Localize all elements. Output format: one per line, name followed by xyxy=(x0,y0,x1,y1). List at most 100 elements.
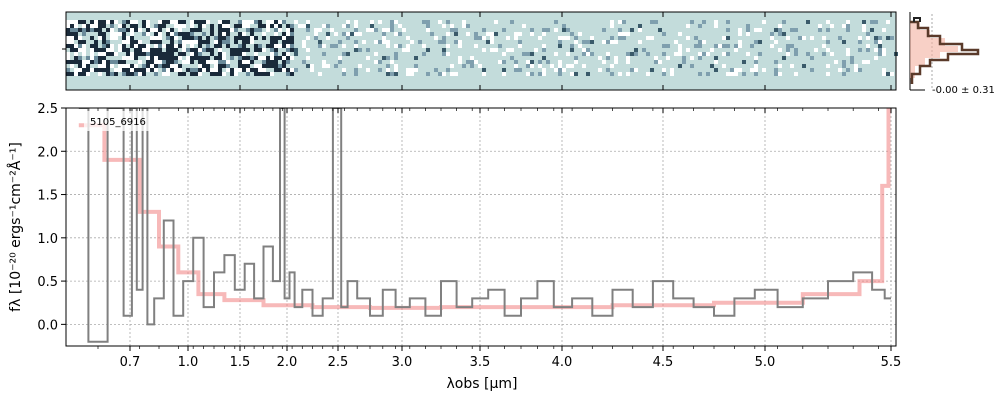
spectrum-2d-cell xyxy=(270,44,274,48)
spectrum-2d-cell xyxy=(222,20,226,24)
spectrum-2d-cell xyxy=(122,36,126,40)
spectrum-2d-cell xyxy=(162,56,166,60)
spectrum-2d-cell xyxy=(574,36,578,40)
spectrum-2d-cell xyxy=(878,52,882,56)
spectrum-2d-cell xyxy=(70,40,74,44)
spectrum-2d-cell xyxy=(706,72,710,76)
spectrum-2d-cell xyxy=(686,48,690,52)
spectrum-2d-cell xyxy=(190,56,194,60)
spectrum-2d-cell xyxy=(174,68,178,72)
spectrum-2d-cell xyxy=(490,32,494,36)
spectrum-2d-cell xyxy=(862,24,866,28)
spectrum-2d-cell xyxy=(394,52,398,56)
spectrum-2d-cell xyxy=(502,68,506,72)
spectrum-2d-cell xyxy=(298,24,302,28)
spectrum-2d-cell xyxy=(134,72,138,76)
spectrum-2d-cell xyxy=(266,64,270,68)
spectrum-2d-cell xyxy=(310,68,314,72)
spectrum-2d-cell xyxy=(878,44,882,48)
spectrum-2d-cell xyxy=(446,44,450,48)
spectrum-2d-cell xyxy=(622,32,626,36)
spectrum-2d-cell xyxy=(714,44,718,48)
spectrum-2d-cell xyxy=(238,64,242,68)
spectrum-2d-cell xyxy=(154,72,158,76)
spectrum-2d-cell xyxy=(470,64,474,68)
spectrum-2d-cell xyxy=(178,24,182,28)
spectrum-2d-cell xyxy=(86,56,90,60)
spectrum-2d-cell xyxy=(138,68,142,72)
spectrum-2d-cell xyxy=(230,72,234,76)
spectrum-2d-cell xyxy=(154,28,158,32)
spectrum-2d-cell xyxy=(730,68,734,72)
spectrum-2d-cell xyxy=(562,28,566,32)
spectrum-2d-cell xyxy=(290,44,294,48)
spectrum-2d-cell xyxy=(378,68,382,72)
spectrum-2d-cell xyxy=(202,24,206,28)
spectrum-2d-cell xyxy=(854,64,858,68)
spectrum-2d-cell xyxy=(70,64,74,68)
spectrum-2d-cell xyxy=(750,68,754,72)
spectrum-2d-cell xyxy=(830,24,834,28)
spectrum-2d-cell xyxy=(302,24,306,28)
spectrum-2d-cell xyxy=(622,20,626,24)
spectrum-2d-cell xyxy=(570,64,574,68)
spectrum-2d-cell xyxy=(158,28,162,32)
spectrum-2d-cell xyxy=(866,44,870,48)
spectrum-2d-cell xyxy=(198,44,202,48)
spectrum-2d-cell xyxy=(102,60,106,64)
spectrum-2d-cell xyxy=(214,56,218,60)
spectrum-2d-cell xyxy=(722,52,726,56)
spectrum-2d-cell xyxy=(566,36,570,40)
spectrum-2d-cell xyxy=(170,20,174,24)
spectrum-2d-cell xyxy=(222,56,226,60)
spectrum-2d-cell xyxy=(438,40,442,44)
spectrum-2d-cell xyxy=(726,36,730,40)
spectrum-2d-cell xyxy=(166,56,170,60)
spectrum-2d-cell xyxy=(130,72,134,76)
spectrum-2d-cell xyxy=(126,40,130,44)
spectrum-2d-cell xyxy=(818,28,822,32)
spectrum-2d-cell xyxy=(210,24,214,28)
spectrum-2d-cell xyxy=(258,24,262,28)
spectrum-2d-cell xyxy=(170,28,174,32)
spectrum-2d-cell xyxy=(142,20,146,24)
spectrum-2d-cell xyxy=(326,64,330,68)
spectrum-2d-cell xyxy=(206,36,210,40)
spectrum-2d-cell xyxy=(106,28,110,32)
spectrum-2d-cell xyxy=(146,68,150,72)
spectrum-2d-cell xyxy=(190,20,194,24)
spectrum-2d-cell xyxy=(166,36,170,40)
spectrum-2d-cell xyxy=(218,52,222,56)
spectrum-2d-cell xyxy=(162,64,166,68)
spectrum-2d-cell xyxy=(78,68,82,72)
spectrum-2d-cell xyxy=(266,44,270,48)
spectrum-2d-cell xyxy=(82,52,86,56)
spectrum-2d-cell xyxy=(198,40,202,44)
spectrum-2d-cell xyxy=(762,68,766,72)
spectrum-2d-cell xyxy=(90,28,94,32)
spectrum-2d-cell xyxy=(98,20,102,24)
spectrum-2d-cell xyxy=(94,44,98,48)
spectrum-2d-cell xyxy=(66,68,70,72)
spectrum-2d-cell xyxy=(302,44,306,48)
spectrum-2d-cell xyxy=(870,28,874,32)
spectrum-2d-cell xyxy=(234,48,238,52)
spectrum-2d-cell xyxy=(370,20,374,24)
spectrum-2d-cell xyxy=(218,72,222,76)
spectrum-2d-cell xyxy=(178,64,182,68)
spectrum-2d-cell xyxy=(482,28,486,32)
spectrum-2d-cell xyxy=(666,56,670,60)
spectrum-2d-cell xyxy=(646,36,650,40)
spectrum-2d-cell xyxy=(222,36,226,40)
spectrum-2d-cell xyxy=(254,64,258,68)
spectrum-2d-cell xyxy=(614,56,618,60)
spectrum-2d-cell xyxy=(194,68,198,72)
spectrum-2d-cell xyxy=(694,36,698,40)
spectrum-2d-cell xyxy=(342,72,346,76)
spectrum-2d-cell xyxy=(190,60,194,64)
spectrum-2d-cell xyxy=(162,68,166,72)
spectrum-2d-cell xyxy=(726,72,730,76)
spectrum-2d-cell xyxy=(282,20,286,24)
spectrum-2d-cell xyxy=(150,48,154,52)
